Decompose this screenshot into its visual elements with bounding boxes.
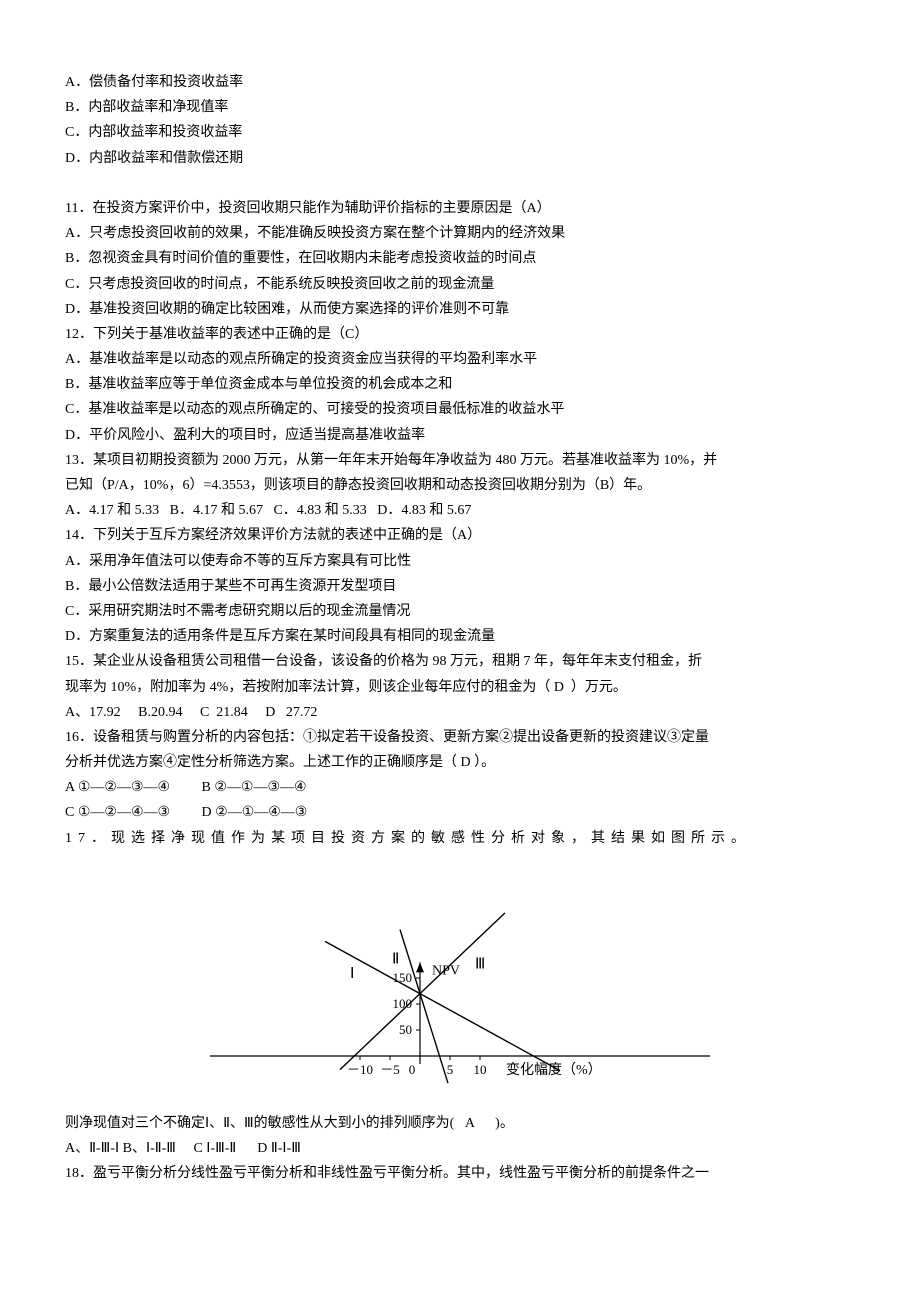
q18-stem: 18．盈亏平衡分析分线性盈亏平衡分析和非线性盈亏平衡分析。其中，线性盈亏平衡分析… (65, 1161, 855, 1186)
svg-text:5: 5 (447, 1062, 454, 1077)
svg-text:－5: －5 (380, 1062, 400, 1077)
svg-text:Ⅱ: Ⅱ (392, 951, 399, 967)
svg-text:10: 10 (474, 1062, 487, 1077)
svg-text:Ⅲ: Ⅲ (475, 956, 485, 972)
svg-text:Ⅰ: Ⅰ (350, 966, 354, 982)
chart-svg: －10－5051050100150NPV变化幅度（%）ⅠⅡⅢ (210, 866, 710, 1096)
svg-text:0: 0 (409, 1062, 416, 1077)
opt-b: B．内部收益率和净现值率 (65, 95, 855, 120)
q13-stem2: 已知（P/A，10%，6）=4.3553，则该项目的静态投资回收期和动态投资回收… (65, 473, 855, 498)
q12-stem: 12．下列关于基准收益率的表述中正确的是（C） (65, 322, 855, 347)
q16-row2: C ①—②—④—③ D ②—①—④—③ (65, 800, 855, 825)
q12-a: A．基准收益率是以动态的观点所确定的投资资金应当获得的平均盈利率水平 (65, 347, 855, 372)
q14-c: C．采用研究期法时不需考虑研究期以后的现金流量情况 (65, 599, 855, 624)
q11-c: C．只考虑投资回收的时间点，不能系统反映投资回收之前的现金流量 (65, 272, 855, 297)
q16-row1: A ①—②—③—④ B ②—①—③—④ (65, 775, 855, 800)
q15-stem1: 15．某企业从设备租赁公司租借一台设备，该设备的价格为 98 万元，租期 7 年… (65, 649, 855, 674)
svg-text:50: 50 (399, 1022, 412, 1037)
q11-d: D．基准投资回收期的确定比较困难，从而使方案选择的评价准则不可靠 (65, 297, 855, 322)
q11-a: A．只考虑投资回收前的效果，不能准确反映投资方案在整个计算期内的经济效果 (65, 221, 855, 246)
q14-a: A．采用净年值法可以使寿命不等的互斥方案具有可比性 (65, 549, 855, 574)
sensitivity-chart: －10－5051050100150NPV变化幅度（%）ⅠⅡⅢ (210, 866, 710, 1096)
opt-a: A．偿债备付率和投资收益率 (65, 70, 855, 95)
q17-stem: 17．现选择净现值作为某项目投资方案的敏感性分析对象，其结果如图所示。 (65, 826, 855, 851)
svg-text:NPV: NPV (432, 963, 460, 978)
svg-text:变化幅度（%）: 变化幅度（%） (506, 1062, 602, 1078)
q17-post: 则净现值对三个不确定Ⅰ、Ⅱ、Ⅲ的敏感性从大到小的排列顺序为( A )。 (65, 1111, 855, 1136)
q13-opts: A．4.17 和 5.33 B．4.17 和 5.67 C．4.83 和 5.3… (65, 498, 855, 523)
q17-opts: A、Ⅱ-Ⅲ-Ⅰ B、Ⅰ-Ⅱ-Ⅲ C Ⅰ-Ⅲ-Ⅱ D Ⅱ-Ⅰ-Ⅲ (65, 1136, 855, 1161)
q12-d: D．平价风险小、盈利大的项目时，应适当提高基准收益率 (65, 423, 855, 448)
q14-b: B．最小公倍数法适用于某些不可再生资源开发型项目 (65, 574, 855, 599)
q13-stem1: 13．某项目初期投资额为 2000 万元，从第一年年末开始每年净收益为 480 … (65, 448, 855, 473)
q16-stem2: 分析并优选方案④定性分析筛选方案。上述工作的正确顺序是（ D ）。 (65, 750, 855, 775)
q11-stem: 11．在投资方案评价中，投资回收期只能作为辅助评价指标的主要原因是（A） (65, 196, 855, 221)
q16-stem1: 16．设备租赁与购置分析的内容包括：①拟定若干设备投资、更新方案②提出设备更新的… (65, 725, 855, 750)
q14-stem: 14．下列关于互斥方案经济效果评价方法就的表述中正确的是（A） (65, 523, 855, 548)
q15-opts: A、17.92 B.20.94 C 21.84 D 27.72 (65, 700, 855, 725)
opt-c: C．内部收益率和投资收益率 (65, 120, 855, 145)
q12-c: C．基准收益率是以动态的观点所确定的、可接受的投资项目最低标准的收益水平 (65, 397, 855, 422)
q15-stem2: 现率为 10%，附加率为 4%，若按附加率法计算，则该企业每年应付的租金为（ D… (65, 675, 855, 700)
opt-d: D．内部收益率和借款偿还期 (65, 146, 855, 171)
svg-text:150: 150 (393, 970, 413, 985)
svg-text:－10: －10 (347, 1062, 373, 1077)
q12-b: B．基准收益率应等于单位资金成本与单位投资的机会成本之和 (65, 372, 855, 397)
q11-b: B．忽视资金具有时间价值的重要性，在回收期内未能考虑投资收益的时间点 (65, 246, 855, 271)
q14-d: D．方案重复法的适用条件是互斥方案在某时间段具有相同的现金流量 (65, 624, 855, 649)
